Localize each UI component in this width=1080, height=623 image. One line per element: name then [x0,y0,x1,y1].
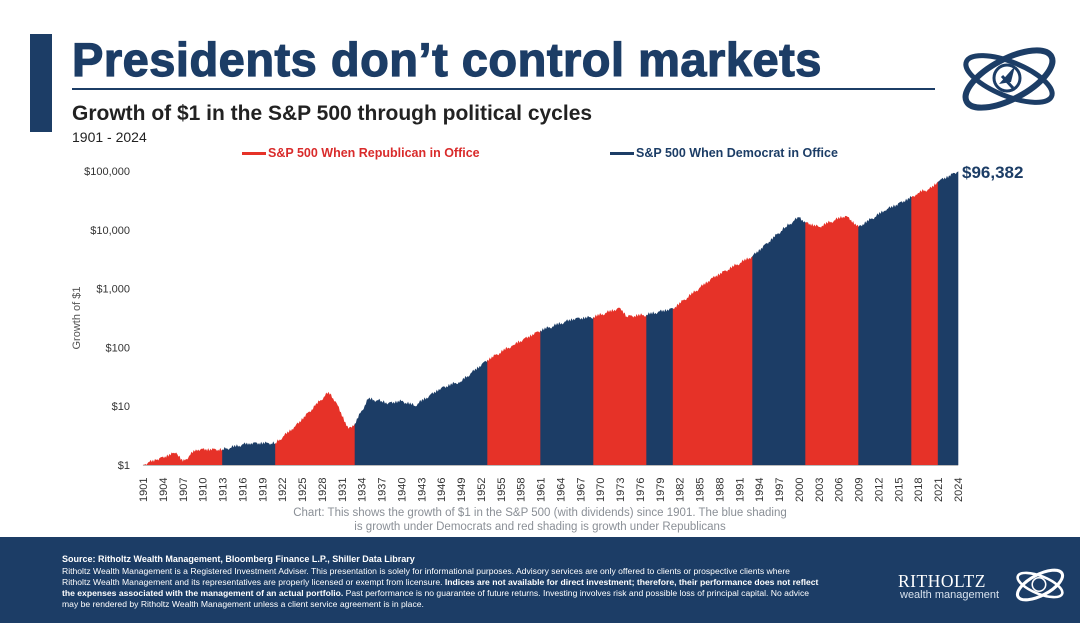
x-tick-label: 1982 [675,478,687,502]
footer-source: Source: Ritholtz Wealth Management, Bloo… [62,554,415,564]
footer-line-3: the expenses associated with the managem… [62,588,852,599]
x-tick-label: 1928 [317,478,329,502]
footer-line-3a: the expenses associated with the managem… [62,587,344,598]
footer-brand-sub: wealth management [900,589,1000,601]
x-tick-label: 1919 [257,478,269,502]
x-tick-label: 1955 [496,478,508,502]
ritholtz-logo-icon [962,47,1056,111]
x-tick-label: 1910 [198,478,210,502]
title-rule [72,88,935,90]
area-democrat-1993 [752,217,806,466]
area-democrat-2009 [858,196,912,466]
growth-chart: $1 $10 $100 $1,000 $10,000 $100,000 1901 1904 19… [71,163,1023,502]
x-tick-label: 1991 [734,478,746,502]
x-tick-label: 1937 [377,478,389,502]
x-tick-label: 1976 [635,478,647,502]
x-tick-label: 1997 [774,478,786,502]
area-democrat-1913 [222,441,276,466]
area-republican-1969 [593,307,647,466]
x-tick-label: 1913 [218,478,230,502]
end-value-label: $96,382 [962,163,1023,182]
area-republican-2001 [805,215,859,466]
x-tick-label: 2018 [913,478,925,502]
caption-line-1: Chart: This shows the growth of $1 in th… [293,507,787,519]
x-tick-label: 1988 [715,478,727,502]
ritholtz-logo-icon [1015,568,1065,602]
footer-line-1: Ritholtz Wealth Management is a Register… [62,565,790,576]
year-range: 1901 - 2024 [72,129,147,145]
y-tick-label: $10,000 [90,225,130,237]
legend-democrat-swatch [610,151,634,155]
x-tick-label: 1901 [138,478,150,502]
footer-line-3b: Past performance is no guarantee of futu… [343,587,810,598]
x-tick-label: 2015 [893,478,905,502]
chart-subtitle: Growth of $1 in the S&P 500 through poli… [72,102,593,125]
x-tick-label: 1922 [277,478,289,502]
x-tick-label: 1925 [297,478,309,502]
title-accent-bar [30,34,52,132]
legend-democrat-label: S&P 500 When Democrat in Office [636,146,838,160]
x-tick-label: 1952 [476,478,488,502]
area-republican-1953 [487,330,541,466]
area-democrat-1977 [646,307,674,466]
x-tick-label: 2024 [953,478,965,502]
y-tick-label: $100 [106,342,130,354]
y-tick-label: $10 [112,401,130,413]
x-tick-label: 1931 [337,478,349,502]
x-tick-label: 1904 [158,478,170,502]
x-tick-label: 1958 [516,478,528,502]
y-tick-label: $100,000 [84,166,130,178]
x-tick-label: 1967 [575,478,587,502]
x-tick-label: 1934 [357,478,369,502]
x-tick-label: 2009 [854,478,866,502]
x-tick-label: 1916 [237,478,249,502]
x-tick-label: 1946 [436,478,448,502]
area-democrat-1933 [354,360,488,466]
x-tick-label: 1970 [595,478,607,502]
area-democrat-2021 [937,171,959,466]
x-tick-label: 1961 [536,478,548,502]
area-republican-1921 [275,391,356,466]
y-axis-label: Growth of $1 [71,287,83,350]
x-tick-label: 1985 [695,478,707,502]
footer-line-4: may be rendered by Ritholtz Wealth Manag… [62,598,424,609]
chart-caption: Chart: This shows the growth of $1 in th… [240,507,840,535]
y-tick-label: $1,000 [96,284,130,296]
x-tick-label: 2012 [874,478,886,502]
area-democrat-1961 [540,315,594,466]
x-tick-label: 1940 [396,478,408,502]
x-tick-label: 1949 [456,478,468,502]
footer-line-2b: Indices are not available for direct inv… [444,576,819,587]
footer-line-2: Ritholtz Wealth Management and its repre… [62,577,852,588]
area-republican-1901 [142,447,223,466]
x-tick-label: 2000 [794,478,806,502]
footer-line-2a: Ritholtz Wealth Management and its repre… [62,576,445,587]
legend-democrat: S&P 500 When Democrat in Office [610,146,838,160]
legend-republican-swatch [242,151,266,155]
x-tick-label: 1907 [178,478,190,502]
x-tick-label: 1994 [754,478,766,502]
y-tick-label: $1 [118,460,130,472]
area-republican-2017 [911,181,939,466]
legend-republican-label: S&P 500 When Republican in Office [268,146,480,160]
legend-republican: S&P 500 When Republican in Office [242,146,480,160]
caption-line-2: is growth under Democrats and red shadin… [354,520,726,533]
x-tick-label: 2006 [834,478,846,502]
footer-text: Source: Ritholtz Wealth Management, Bloo… [62,554,852,610]
footer-disclaimer: Source: Ritholtz Wealth Management, Bloo… [0,537,1080,623]
x-tick-label: 1973 [615,478,627,502]
x-tick-label: 1943 [416,478,428,502]
x-tick-label: 2021 [933,478,945,502]
x-tick-label: 1979 [655,478,667,502]
area-republican-1981 [672,255,753,466]
x-tick-label: 2003 [814,478,826,502]
x-tick-label: 1964 [555,478,567,502]
page-title: Presidents don’t control markets [71,33,822,86]
footer-brand: RITHOLTZ [898,571,986,591]
